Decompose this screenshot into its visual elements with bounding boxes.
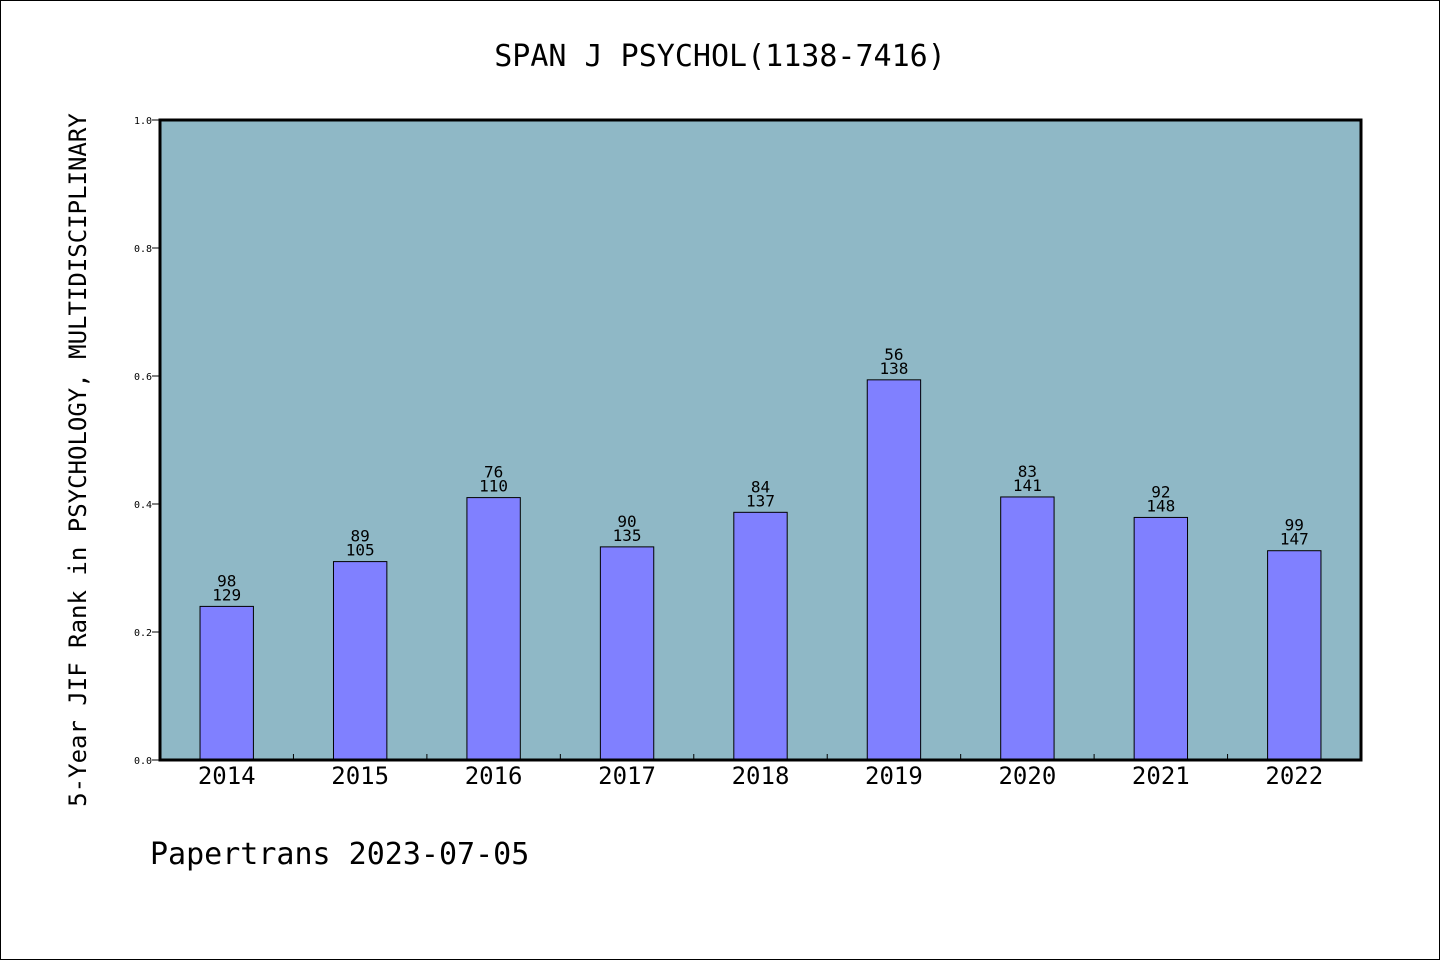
bar-rank-label: 76 <box>484 463 503 482</box>
bar-2022 <box>1267 550 1322 761</box>
y-tick-label: 0.0 <box>134 756 152 767</box>
chart-title: SPAN J PSYCHOL(1138-7416) <box>494 39 946 74</box>
x-tick-label: 2019 <box>865 762 923 790</box>
bar-total-label: 129 <box>212 585 241 604</box>
bar-total-label: 110 <box>479 477 508 496</box>
bar-2019 <box>866 379 922 761</box>
x-tick-label: 2022 <box>1265 762 1323 790</box>
bar-rank-label: 89 <box>351 527 370 546</box>
bar-total-label: 141 <box>1013 476 1042 495</box>
x-tick-label: 2020 <box>998 762 1056 790</box>
y-axis-label: 5-Year JIF Rank in PSYCHOLOGY, MULTIDISC… <box>64 113 92 807</box>
bar-2016 <box>466 497 521 761</box>
bar-rank-label: 83 <box>1018 462 1037 481</box>
bar-rank-label: 84 <box>751 477 770 496</box>
y-tick-label: 1.0 <box>134 116 152 127</box>
bar-2021 <box>1133 516 1189 761</box>
bar-rank-label: 90 <box>617 512 636 531</box>
bar-2018 <box>733 511 788 761</box>
bar-total-label: 147 <box>1280 530 1309 549</box>
bar-total-label: 148 <box>1146 496 1175 515</box>
plot-border <box>158 118 1363 762</box>
footer-credit: Papertrans 2023-07-05 <box>150 837 529 872</box>
bar-rank-label: 99 <box>1285 516 1304 535</box>
x-tick-label: 2014 <box>198 762 256 790</box>
x-tick-label: 2017 <box>598 762 656 790</box>
x-tick-label: 2015 <box>331 762 389 790</box>
x-tick-label: 2018 <box>732 762 790 790</box>
bar-rank-label: 98 <box>217 571 236 590</box>
y-tick-label: 0.2 <box>134 628 152 639</box>
bar-2017 <box>599 546 655 761</box>
y-tick-label: 0.6 <box>134 372 152 383</box>
x-tick-label: 2016 <box>465 762 523 790</box>
bar-rank-label: 92 <box>1151 482 1170 501</box>
x-axis-ticks: 2014 2015 2016 2017 2018 2019 2020 2021 2022 <box>198 754 1323 790</box>
bar-total-label: 138 <box>879 359 908 378</box>
bar-total-label: 105 <box>346 541 375 560</box>
bar-2020 <box>1000 496 1055 761</box>
y-tick-label: 0.8 <box>134 244 152 255</box>
y-tick-label: 0.4 <box>134 500 152 511</box>
bar-total-label: 135 <box>613 526 642 545</box>
y-axis-ticks: 0.0 0.2 0.4 0.6 0.8 1.0 <box>134 116 160 767</box>
x-tick-label: 2021 <box>1132 762 1190 790</box>
bar-total-label: 137 <box>746 491 775 510</box>
bar-rank-label: 56 <box>884 345 903 364</box>
bar-2014 <box>199 605 254 761</box>
bar-2015 <box>332 561 388 761</box>
